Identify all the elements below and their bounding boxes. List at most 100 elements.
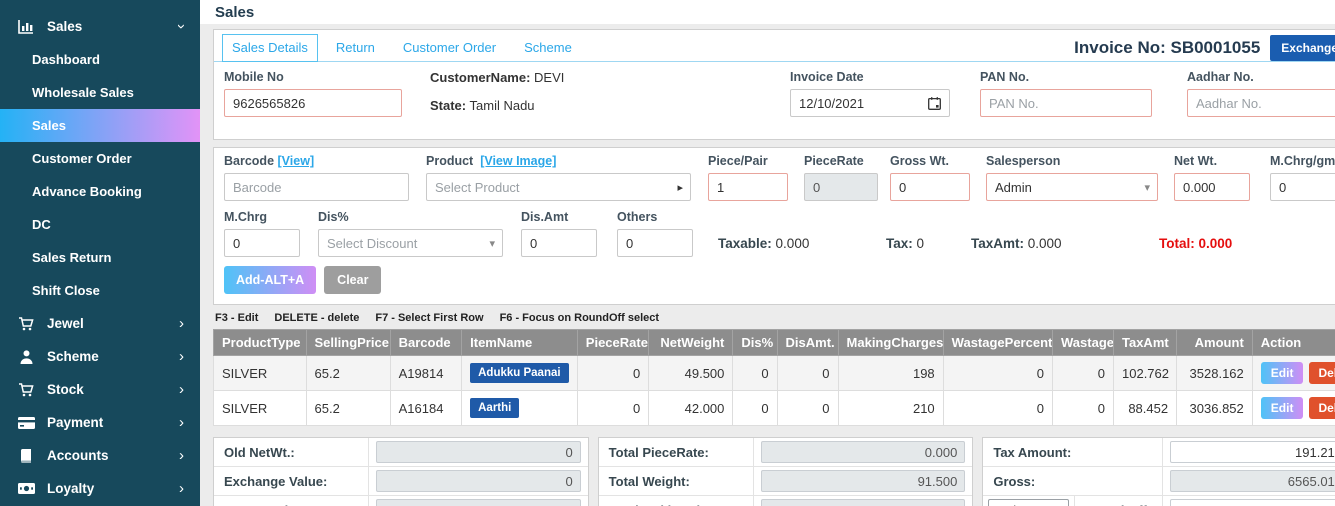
cell-dis-pct: 0 [732,390,778,426]
sidebar-item-wholesale-sales[interactable]: Wholesale Sales [32,85,134,100]
clear-button[interactable]: Clear [324,266,382,294]
cell-product-type: SILVER [213,390,307,426]
sidebar-item-shift-close[interactable]: Shift Close [32,283,100,298]
caret-down-icon: ▾ [489,237,495,250]
cell-amount: 3528.162 [1176,355,1253,391]
mchrg-gm-input[interactable] [1270,173,1335,201]
tab-scheme[interactable]: Scheme [524,40,572,55]
product-view-image-link[interactable]: [View Image] [480,154,557,168]
cell-barcode: A16184 [389,390,463,426]
tax-stat: Tax: 0 [886,236,925,251]
col-making-charges: MakingCharges [837,329,944,356]
cell-action: EditDelete [1251,390,1335,426]
table-row: SILVER 65.2 A16184 Aarthi 0 42.000 0 0 2… [213,390,1335,426]
money-icon [16,483,36,494]
book-icon [16,448,36,463]
gross-label: Gross: [983,467,1164,495]
item-name-badge: Adukku Paanai [470,363,569,383]
discount-select[interactable]: Select Discount ▾ [318,229,503,257]
add-button[interactable]: Add-ALT+A [224,266,317,294]
tab-sales-details[interactable]: Sales Details [222,34,318,62]
sidebar-item-payment[interactable]: Payment › [0,406,200,439]
calendar-icon[interactable] [928,96,941,110]
cell-amount: 3036.852 [1176,390,1253,426]
cell-item-name: Adukku Paanai [461,355,578,391]
totals-section: Old NetWt.: Exchange Value: Return Value… [213,437,1335,506]
mchrg-label: M.Chrg [224,210,268,224]
exchange-button[interactable]: Exchange [1270,34,1335,61]
mchrg-input[interactable] [224,229,300,257]
edit-row-button[interactable]: Edit [1260,397,1304,419]
cell-making-charges: 210 [837,390,944,426]
exchange-totals-panel: Old NetWt.: Exchange Value: Return Value… [213,437,589,506]
delete-row-button[interactable]: Delete [1309,362,1335,384]
salesperson-select[interactable]: Admin ▾ [986,173,1158,201]
caret-down-icon: ▾ [1055,503,1061,506]
invoice-date-input[interactable]: 12/10/2021 [790,89,950,117]
total-making-charges-input [760,499,966,506]
col-product-type: ProductType [213,329,307,356]
state-value: Tamil Nadu [469,98,535,113]
sidebar-item-accounts[interactable]: Accounts › [0,439,200,472]
tab-customer-order[interactable]: Customer Order [402,40,497,55]
sidebar-item-jewel[interactable]: Jewel › [0,307,200,340]
gross-wt-input[interactable] [890,173,970,201]
sidebar-item-scheme[interactable]: Scheme › [0,340,200,373]
piece-pair-input[interactable] [708,173,788,201]
page-title: Sales [215,4,255,21]
cell-piece-rate: 0 [576,355,650,391]
salesperson-label: Salesperson [986,154,1061,168]
delete-row-button[interactable]: Delete [1309,397,1335,419]
cell-product-type: SILVER [213,355,307,391]
sidebar-item-sales-active[interactable]: Sales [0,109,200,142]
barcode-input[interactable] [224,173,409,201]
sidebar-item-loyalty[interactable]: Loyalty › [0,472,200,505]
col-dis-pct: Dis% [732,329,778,356]
others-input[interactable] [617,229,693,257]
mobile-no-label: Mobile No [224,70,284,84]
aadhar-input[interactable] [1187,89,1335,117]
aadhar-label: Aadhar No. [1187,70,1254,84]
others-label: Others [617,210,658,224]
pan-input[interactable] [980,89,1152,117]
sidebar-item-label: Loyalty [47,481,95,496]
barcode-view-link[interactable]: [View] [277,154,315,168]
round-off-input[interactable] [1170,499,1335,506]
tab-return[interactable]: Return [335,40,375,55]
state-label: State: [430,98,467,113]
total-making-charges-label: Total MakingCharges: [599,496,754,506]
net-wt-label: Net Wt. [1174,154,1218,168]
tax-amount-input[interactable] [1170,441,1335,463]
sidebar-item-label: Payment [47,415,104,430]
mobile-no-input[interactable] [224,89,402,117]
sidebar-item-label: Jewel [47,316,84,331]
cell-wastage: 0 [1052,355,1114,391]
sidebar-item-dc[interactable]: DC [32,217,51,232]
return-value-label: Return Value: [214,496,369,506]
caret-down-icon: ▾ [1144,181,1150,194]
sidebar-item-customer-order[interactable]: Customer Order [32,151,132,166]
items-table: ProductType SellingPrice Barcode ItemNam… [213,329,1335,426]
sidebar-item-dashboard[interactable]: Dashboard [32,52,100,67]
round-off-label: Round Off: [1075,496,1162,506]
cell-net-weight: 49.500 [648,355,734,391]
sidebar-item-label: Stock [47,382,84,397]
sidebar-item-stock[interactable]: Stock › [0,373,200,406]
invoice-date-label: Invoice Date [790,70,864,84]
customer-name-label: CustomerName: [430,70,531,85]
entry-panel: Barcode [View] Product [View Image] Sele… [213,147,1335,305]
sidebar-item-advance-booking[interactable]: Advance Booking [32,184,142,199]
chevron-right-icon: › [179,447,184,464]
tab-bar: Sales Details Return Customer Order Sche… [214,30,1335,62]
cell-wastage: 0 [1052,390,1114,426]
cell-tax-amt: 88.452 [1112,390,1178,426]
product-select[interactable]: Select Product ▸ [426,173,691,201]
net-wt-input[interactable] [1174,173,1250,201]
dis-amt-input[interactable] [521,229,597,257]
barcode-label: Barcode [224,154,275,168]
roundoff-mode-value: Sub [997,503,1020,506]
sidebar-item-sales[interactable]: Sales › [0,10,200,43]
sidebar-item-sales-return[interactable]: Sales Return [32,250,112,265]
edit-row-button[interactable]: Edit [1260,362,1304,384]
roundoff-mode-select[interactable]: Sub ▾ [988,499,1070,506]
